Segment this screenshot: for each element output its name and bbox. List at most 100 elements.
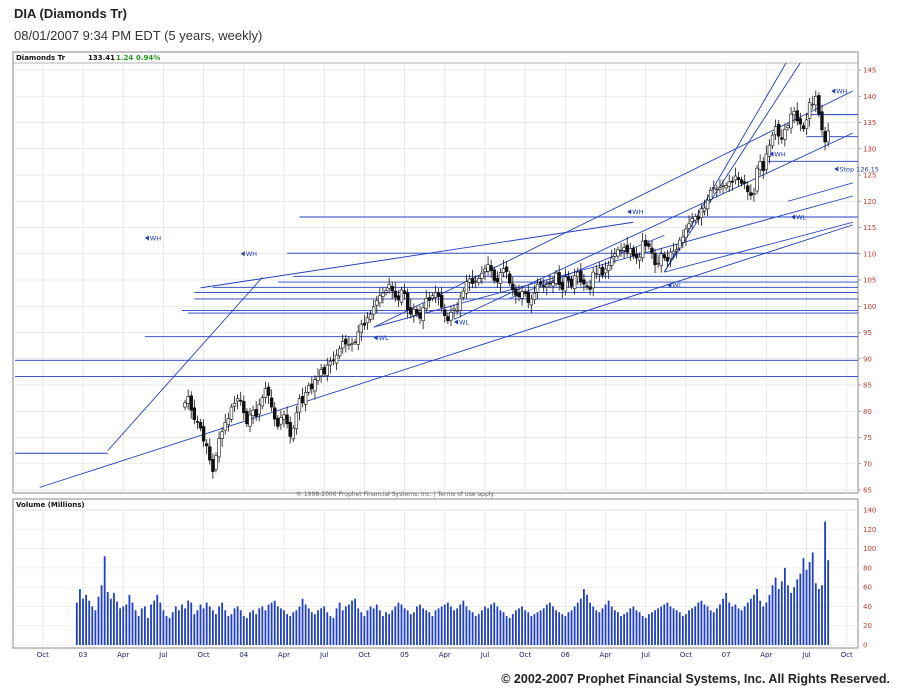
volume-bar [446,602,449,645]
candle-body [412,309,416,316]
volume-bar [635,610,638,645]
volume-bar [657,608,660,645]
volume-bar [511,614,514,645]
marker-arrow [373,335,378,341]
price-tick-label: 80 [863,408,872,416]
candle-body [752,193,756,195]
volume-bar [462,600,465,645]
candle-body [526,291,530,303]
volume-axis-label: Volume (Millions) [16,501,85,509]
candle-body [545,284,549,288]
x-tick-label: Jul [319,651,329,659]
volume-bar [474,616,477,645]
volume-bar [369,606,372,645]
marker-label: WH [246,250,257,258]
volume-bar [125,604,128,645]
volume-bar [709,610,712,645]
volume-bar [360,612,363,645]
volume-bar [431,616,434,645]
volume-bar [480,610,483,645]
candle-body [279,417,283,425]
volume-bar [270,602,273,645]
candle-body [480,272,484,279]
candle-body [770,134,775,147]
volume-bar [286,614,288,645]
candle-body [208,446,212,461]
candle-body [798,118,803,125]
candle-body [708,189,713,200]
page-title: DIA (Diamonds Tr) [14,6,127,21]
volume-bar [734,604,737,645]
volume-bar [363,616,366,645]
candle-body [656,262,660,265]
candle-body [325,364,329,376]
candle-body [801,125,806,130]
price-tick-label: 90 [863,355,872,363]
volume-bar [508,618,511,645]
volume-bar [694,606,697,645]
volume-bar [821,585,823,645]
volume-bar [255,614,258,645]
volume-bar [388,614,391,645]
price-tick-label: 65 [863,487,872,495]
x-tick-label: 04 [239,651,248,659]
trend-line [664,221,854,273]
volume-bar [283,610,285,645]
volume-bar [258,608,261,645]
x-tick-label: Oct [198,651,210,659]
volume-bar [777,589,780,645]
volume-bar [647,614,650,645]
volume-bar [242,616,245,645]
trend-line [107,277,263,451]
volume-tick-label: 20 [863,622,872,630]
marker-arrow [769,151,774,157]
candle-body [235,398,240,402]
candle-body [461,290,466,298]
marker-arrow [834,166,839,172]
x-tick-label: 05 [400,651,409,659]
chart-subtitle: 08/01/2007 9:34 PM EDT (5 years, weekly) [14,28,263,43]
candle-body [773,126,778,135]
volume-bar [586,594,588,645]
volume-bar [103,556,106,645]
candle-body [631,248,636,257]
volume-bar [416,606,418,645]
candle-body [551,282,555,287]
volume-bar [301,598,304,645]
candle-body [628,248,632,255]
marker-arrow [240,251,245,257]
volume-bar [471,612,474,645]
candle-body [415,309,419,315]
candle-body [362,323,367,326]
volume-bar [719,604,721,645]
volume-bar [320,608,322,645]
x-tick-label: Oct [358,651,370,659]
candle-body [619,250,623,252]
volume-bar [184,608,186,645]
candle-body [303,392,308,405]
quote-last: 133.41 [88,54,115,62]
candle-body [307,385,311,393]
volume-bar [814,583,817,645]
candle-body [452,308,456,311]
candle-body [381,292,385,297]
candle-body [365,317,370,324]
volume-tick-label: 140 [863,507,876,515]
copyright-notice: © 2002-2007 Prophet Financial Systems, I… [501,672,890,686]
volume-bar [276,606,279,645]
volume-bar [351,600,353,645]
volume-bar [583,589,585,645]
x-tick-label: Oct [841,651,853,659]
candle-body [260,397,265,407]
volume-bar [626,612,629,645]
volume-bar [187,600,190,645]
volume-bar [165,616,168,645]
volume-bar [502,612,505,645]
volume-bar [771,585,774,645]
volume-bar [613,610,616,645]
candle-body [650,247,654,254]
candle-body [727,181,731,187]
volume-bar [252,610,254,645]
volume-bar [357,608,360,645]
volume-bar [610,606,613,645]
